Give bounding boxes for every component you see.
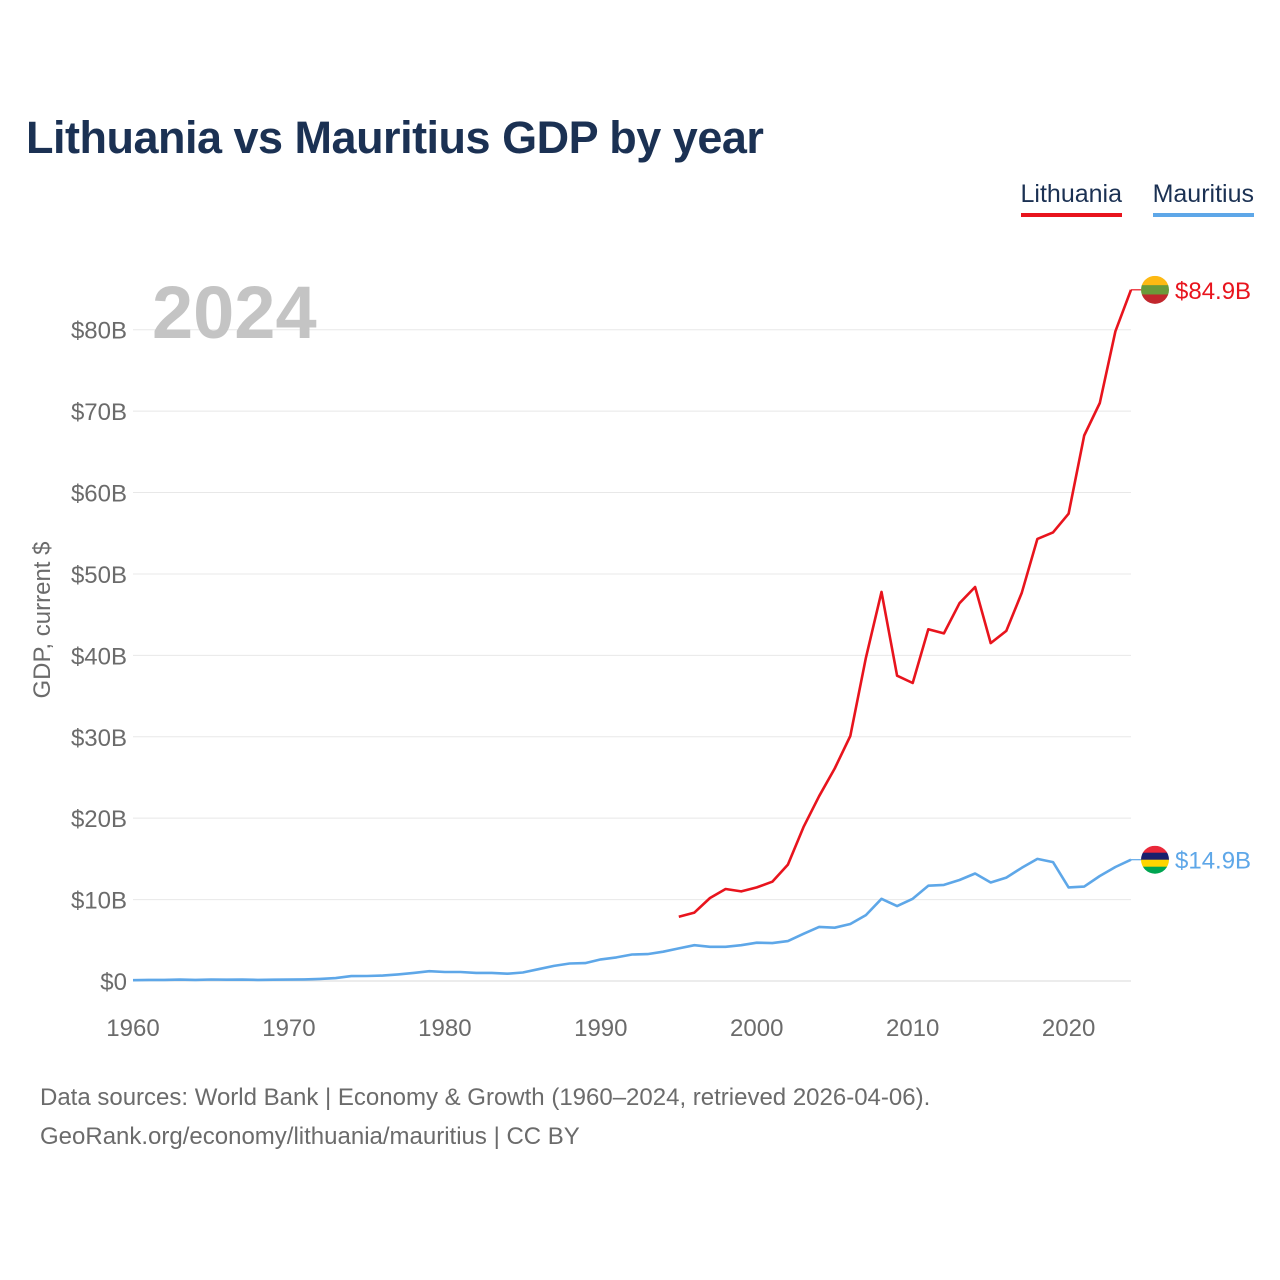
flag-icon-mauritius [1141,845,1169,874]
y-tick-label: $70B [71,399,127,426]
series-lines [132,289,1133,982]
y-tick-label: $30B [71,725,127,752]
x-tick-label: 2010 [886,1015,939,1042]
y-tick-label: $20B [71,806,127,833]
end-value-label-lithuania: $84.9B [1175,278,1251,305]
x-tick-label: 1970 [262,1015,315,1042]
chart-title: Lithuania vs Mauritius GDP by year [26,112,764,163]
x-axis-ticks: 1960 1970 1980 1990 2000 2010 2020 [106,1015,1095,1042]
source-link[interactable]: GeoRank.org/economy/lithuania/mauritius … [40,1123,580,1150]
y-axis-label: GDP, current $ [29,542,56,699]
x-tick-label: 1960 [106,1015,159,1042]
source-note: Data sources: World Bank | Economy & Gro… [40,1084,931,1111]
y-tick-label: $50B [71,562,127,589]
flag-icon-lithuania [1141,275,1169,304]
x-tick-label: 1980 [418,1015,471,1042]
year-watermark: 2024 [152,271,317,354]
series-line-mauritius [132,857,1132,982]
y-tick-label: $10B [71,888,127,915]
y-tick-label: $40B [71,643,127,670]
grid-lines [133,329,1131,982]
series-endpoints: $84.9B $14.9B [1131,275,1251,875]
y-tick-label: $80B [71,318,127,345]
y-tick-label: $0 [100,969,127,996]
y-tick-label: $60B [71,481,127,508]
end-value-label-mauritius: $14.9B [1175,848,1251,875]
x-tick-label: 1990 [574,1015,627,1042]
x-tick-label: 2000 [730,1015,783,1042]
x-tick-label: 2020 [1042,1015,1095,1042]
legend-mauritius[interactable]: Mauritius [1152,180,1254,217]
y-axis-ticks: $0 $10B $20B $30B $40B $50B $60B $70B $80B [71,318,127,996]
legend-lithuania[interactable]: Lithuania [1020,180,1122,217]
series-line-lithuania [678,289,1133,918]
